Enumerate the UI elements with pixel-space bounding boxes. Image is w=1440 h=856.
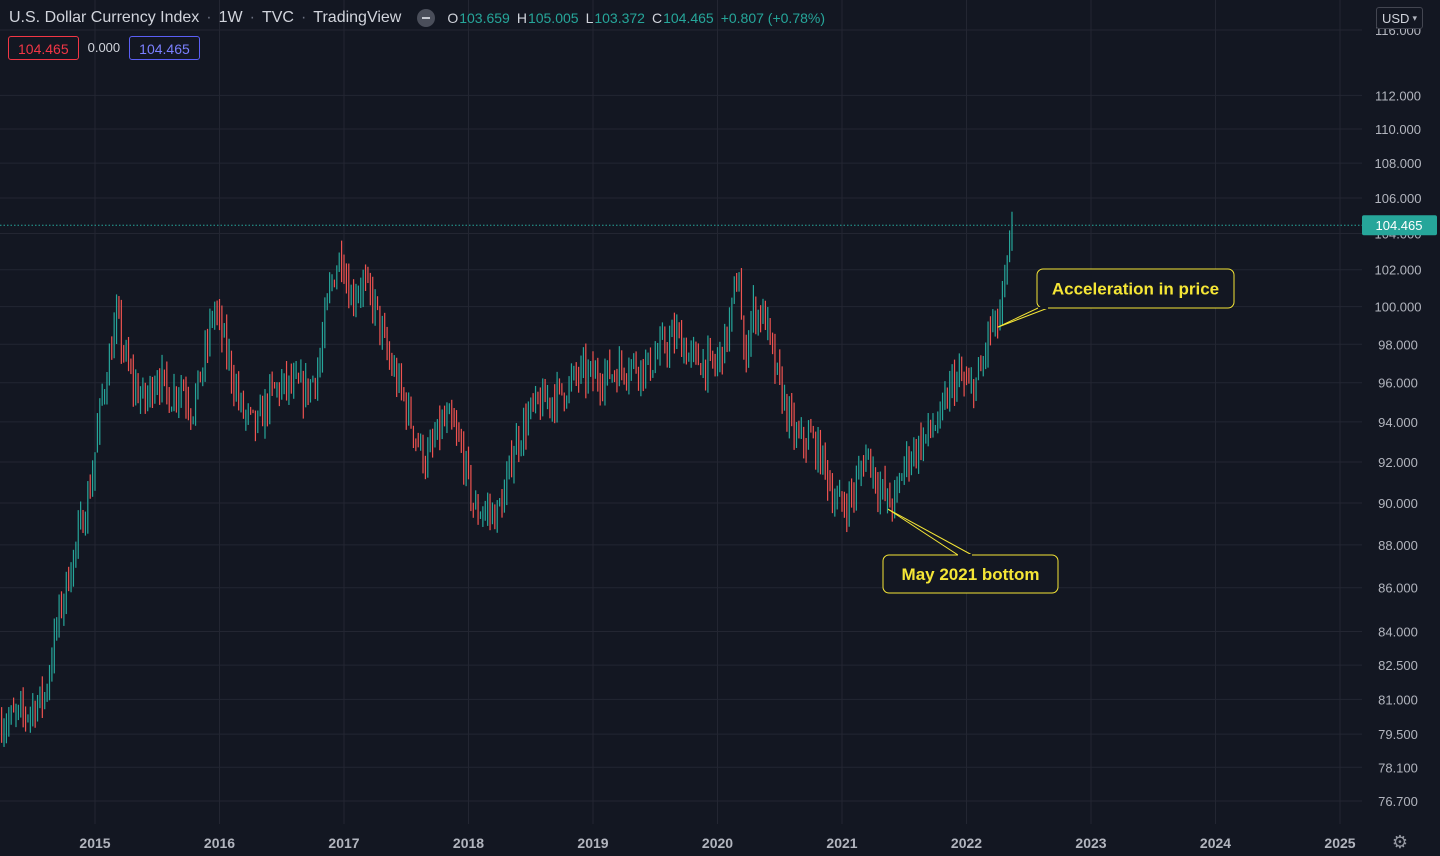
annotation-text: May 2021 bottom bbox=[902, 565, 1040, 584]
currency-dropdown[interactable]: USD ▾ bbox=[1376, 7, 1423, 29]
x-tick-label: 2025 bbox=[1324, 835, 1355, 851]
symbol-legend: U.S. Dollar Currency Index · 1W · TVC · … bbox=[9, 8, 825, 28]
buy-price-box[interactable]: 104.465 bbox=[129, 36, 200, 60]
close-label: C bbox=[651, 10, 663, 26]
low-label: L bbox=[585, 10, 594, 26]
open-label: O bbox=[447, 10, 459, 26]
last-price-label: 104.465 bbox=[1376, 218, 1423, 233]
annotation-box[interactable] bbox=[1036, 268, 1235, 309]
y-tick-label: 94.000 bbox=[1378, 415, 1418, 430]
annotation-pointer bbox=[997, 307, 1049, 328]
last-price-badge bbox=[1362, 215, 1437, 236]
y-tick-label: 106.000 bbox=[1375, 191, 1422, 206]
gear-icon[interactable]: ⚙ bbox=[1391, 832, 1409, 852]
interval-label[interactable]: 1W bbox=[218, 9, 243, 26]
x-tick-label: 2016 bbox=[204, 835, 235, 851]
chart-grid bbox=[0, 0, 1362, 824]
hide-legend-icon[interactable] bbox=[417, 9, 436, 27]
y-tick-label: 108.000 bbox=[1375, 156, 1422, 171]
high-label: H bbox=[516, 10, 527, 26]
x-tick-label: 2023 bbox=[1075, 835, 1106, 851]
y-tick-label: 88.000 bbox=[1378, 538, 1418, 553]
y-tick-label: 84.000 bbox=[1378, 625, 1418, 640]
y-tick-label: 81.000 bbox=[1378, 692, 1418, 707]
y-tick-label: 82.500 bbox=[1378, 658, 1418, 673]
x-tick-label: 2021 bbox=[826, 835, 857, 851]
y-tick-label: 100.000 bbox=[1375, 300, 1422, 315]
high-value: 105.005 bbox=[527, 10, 579, 26]
x-tick-label: 2022 bbox=[951, 835, 982, 851]
y-tick-label: 102.000 bbox=[1375, 263, 1422, 278]
separator-dot: · bbox=[206, 9, 212, 26]
x-tick-label: 2019 bbox=[577, 835, 608, 851]
low-value: 103.372 bbox=[594, 10, 645, 26]
y-tick-label: 98.000 bbox=[1378, 337, 1418, 352]
source-label: TradingView bbox=[313, 9, 402, 26]
separator-dot: · bbox=[300, 9, 307, 26]
y-tick-label: 76.700 bbox=[1378, 794, 1418, 809]
x-tick-label: 2017 bbox=[328, 835, 359, 851]
x-tick-label: 2015 bbox=[79, 835, 110, 851]
spread-value: 0.000 bbox=[87, 40, 121, 55]
symbol-title[interactable]: U.S. Dollar Currency Index bbox=[9, 9, 200, 26]
y-tick-label: 110.000 bbox=[1375, 122, 1421, 137]
annotation-text: Acceleration in price bbox=[1052, 280, 1219, 299]
y-tick-label: 90.000 bbox=[1378, 496, 1418, 511]
trade-boxes: 104.465 0.000 104.465 bbox=[8, 36, 200, 60]
sell-price-box[interactable]: 104.465 bbox=[8, 36, 79, 60]
exchange-label: TVC bbox=[261, 9, 294, 26]
chevron-down-icon: ▾ bbox=[1412, 12, 1417, 23]
y-tick-label: 78.100 bbox=[1378, 760, 1418, 775]
chart-axes: 76.700 78.100 79.500 81.000 82.500 84.000 86.0… bbox=[79, 23, 1437, 851]
annotations-layer: Acceleration in price May 2021 bottom bbox=[882, 268, 1235, 594]
candlestick-series bbox=[1, 211, 1013, 747]
x-tick-label: 2020 bbox=[702, 835, 733, 851]
y-tick-label: 79.500 bbox=[1378, 727, 1418, 742]
change-value: +0.807 (+0.78%) bbox=[720, 10, 825, 26]
close-value: 104.465 bbox=[663, 10, 714, 26]
separator-dot: · bbox=[249, 9, 255, 26]
x-tick-label: 2018 bbox=[453, 835, 484, 851]
x-tick-label: 2024 bbox=[1200, 835, 1231, 851]
currency-label: USD bbox=[1382, 10, 1410, 26]
ohlc-values: O 103.659 H 105.005 L 103.372 C 104.465 … bbox=[447, 10, 825, 26]
y-tick-label: 112.000 bbox=[1375, 88, 1421, 103]
y-tick-label: 86.000 bbox=[1378, 581, 1418, 596]
open-value: 103.659 bbox=[459, 10, 510, 26]
y-tick-label: 92.000 bbox=[1378, 455, 1418, 470]
annotation-pointer bbox=[887, 508, 973, 556]
y-tick-label: 96.000 bbox=[1378, 376, 1418, 391]
